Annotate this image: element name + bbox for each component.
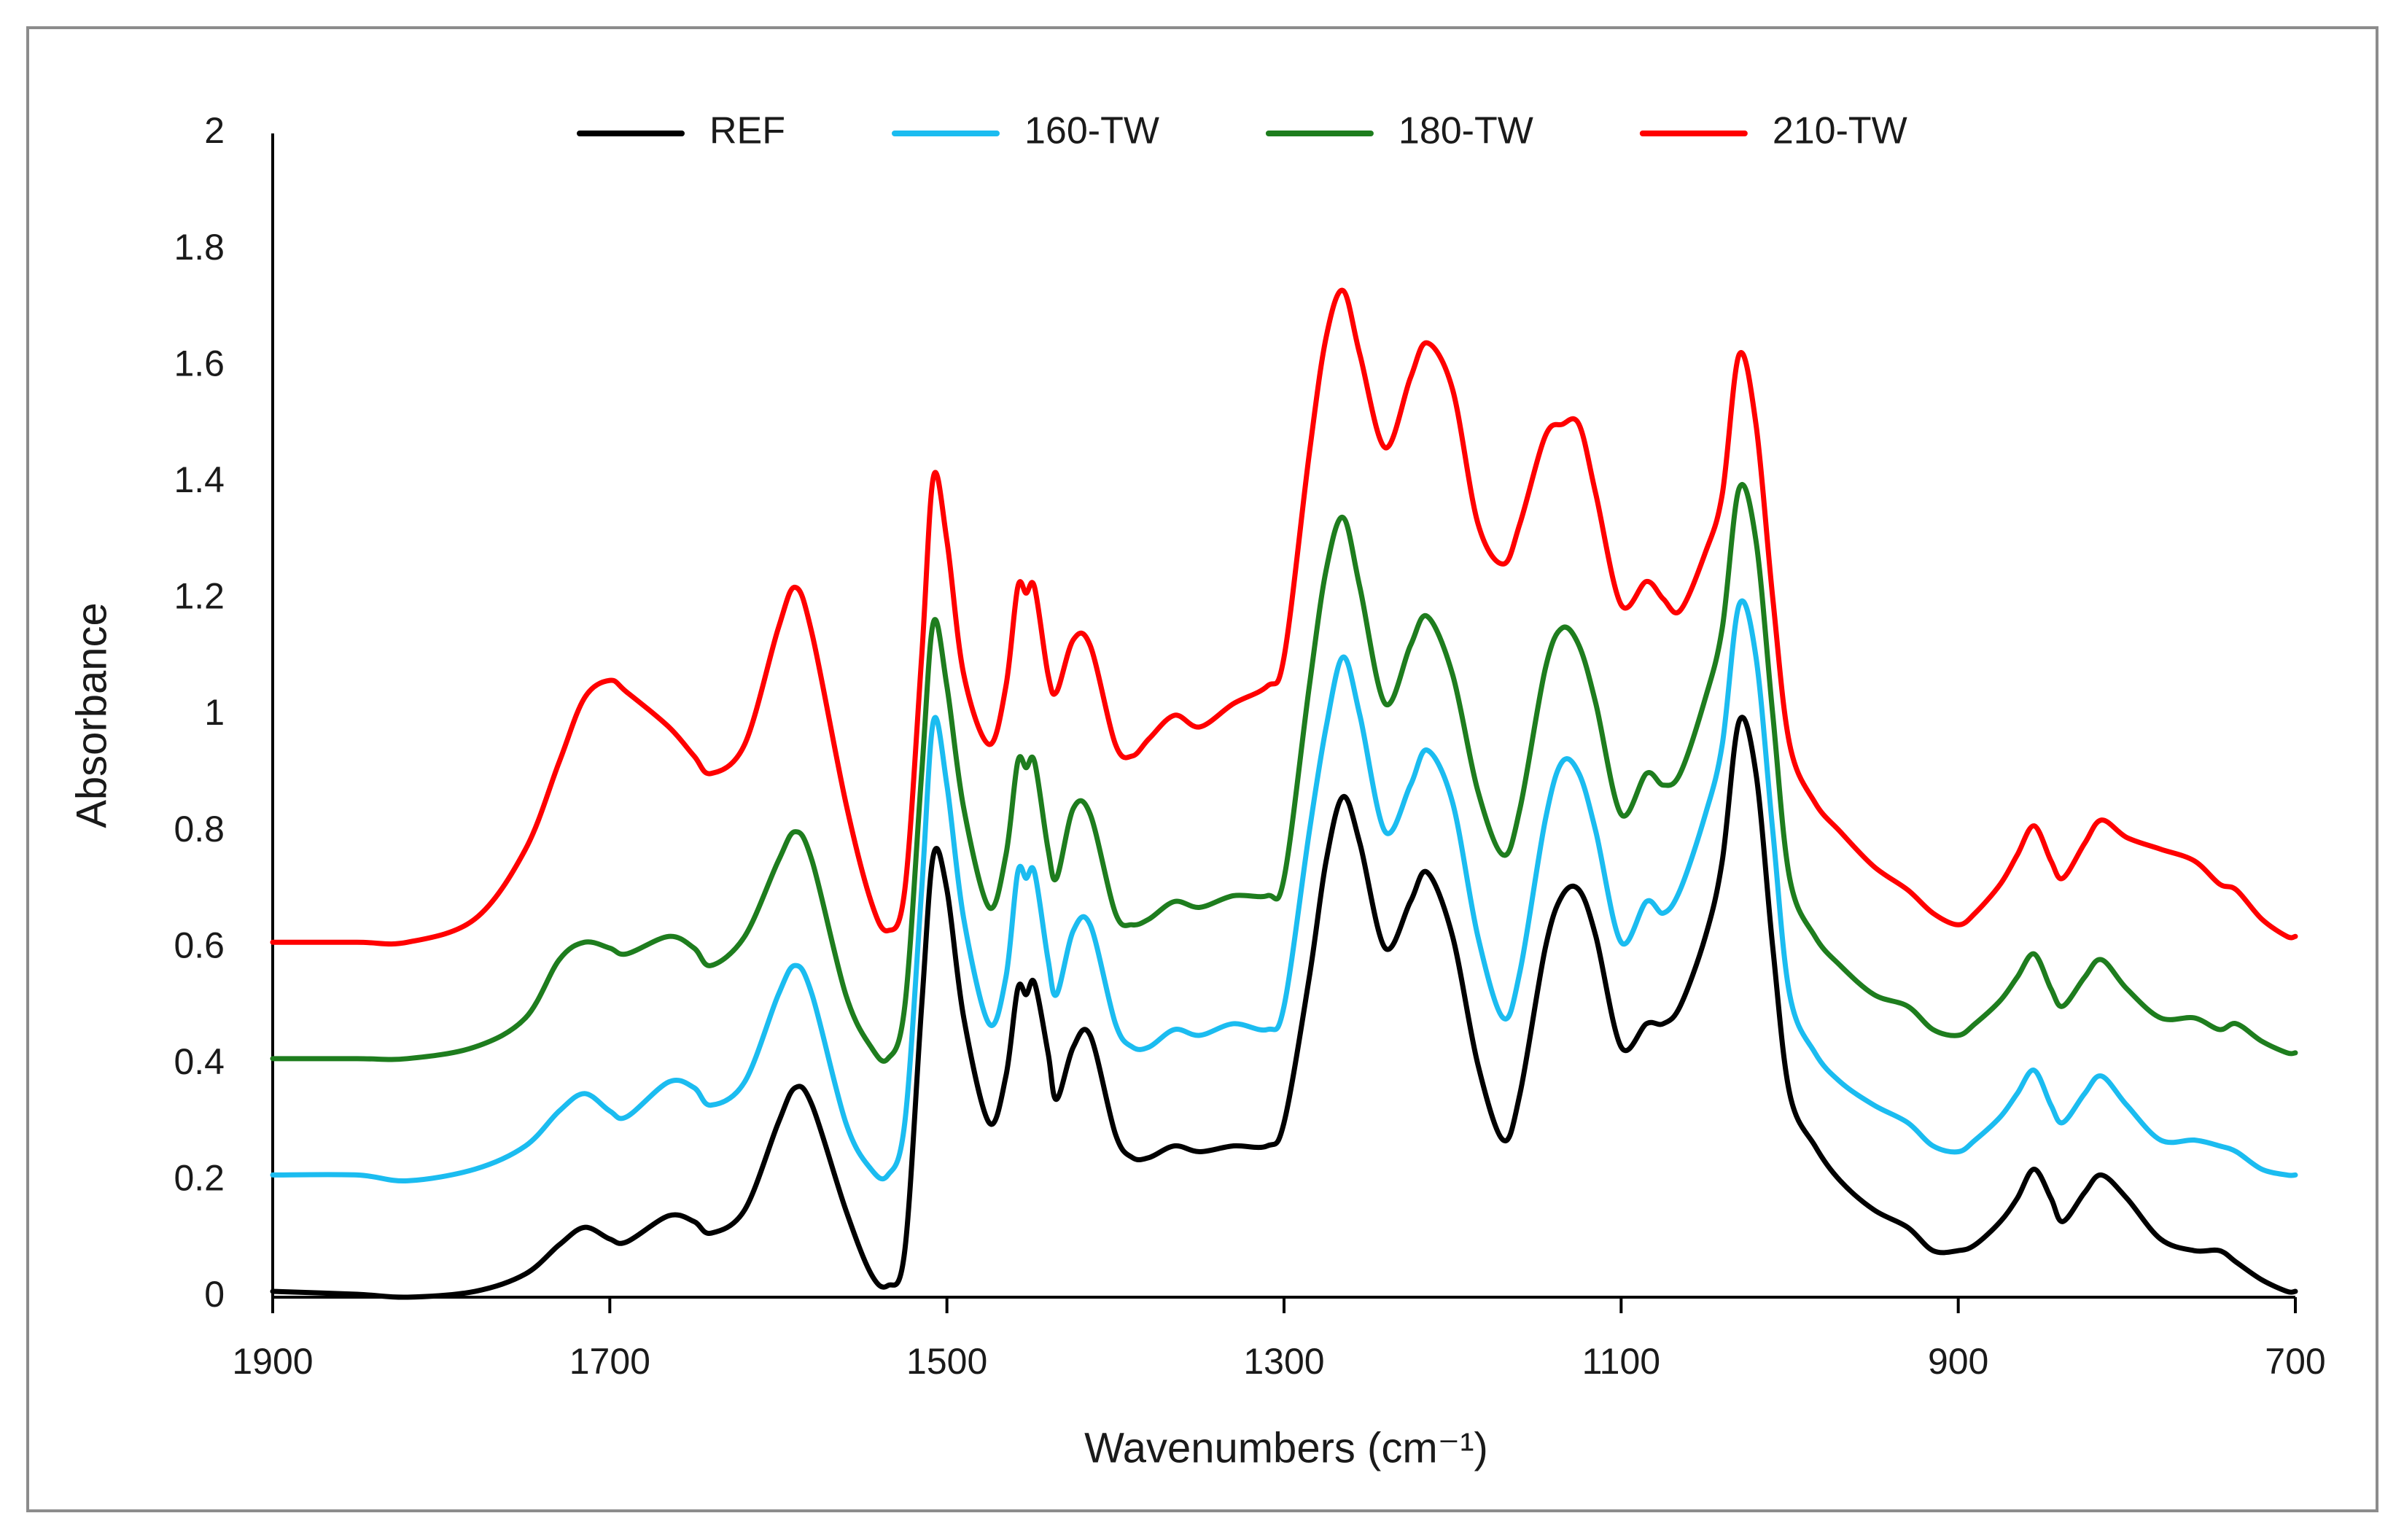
x-tick-label: 900 <box>1928 1341 1988 1382</box>
legend-label: 180-TW <box>1399 110 1533 152</box>
y-tick-label: 0.6 <box>174 925 225 965</box>
y-tick-label: 1.2 <box>174 576 225 617</box>
y-tick-label: 0 <box>204 1274 225 1315</box>
y-tick-label: 1.4 <box>174 459 225 500</box>
series-line <box>270 715 2298 1300</box>
y-tick-label: 0.4 <box>174 1041 225 1082</box>
chart-border <box>26 26 2378 1512</box>
x-axis-title: Wavenumbers (cm⁻¹) <box>1084 1424 1488 1471</box>
x-tick-label: 1100 <box>1582 1341 1661 1382</box>
x-tick-label: 1700 <box>569 1341 650 1382</box>
x-tick-label: 700 <box>2265 1341 2325 1382</box>
legend-label: 160-TW <box>1024 110 1159 152</box>
y-tick-label: 1 <box>204 692 225 733</box>
y-tick-label: 1.6 <box>174 343 225 384</box>
series-line <box>270 482 2298 1064</box>
y-axis-title: Absorbance <box>68 602 115 828</box>
legend-label: 210-TW <box>1773 110 1907 152</box>
y-tick-label: 2 <box>204 110 225 151</box>
series-line <box>270 598 2298 1184</box>
series-line <box>270 287 2298 947</box>
x-tick-label: 1300 <box>1243 1341 1324 1382</box>
legend-label: REF <box>709 110 785 152</box>
x-tick-label: 1500 <box>906 1341 987 1382</box>
y-tick-label: 1.8 <box>174 227 225 268</box>
y-tick-label: 0.2 <box>174 1158 225 1199</box>
x-tick-label: 1900 <box>232 1341 313 1382</box>
y-tick-label: 0.8 <box>174 809 225 849</box>
